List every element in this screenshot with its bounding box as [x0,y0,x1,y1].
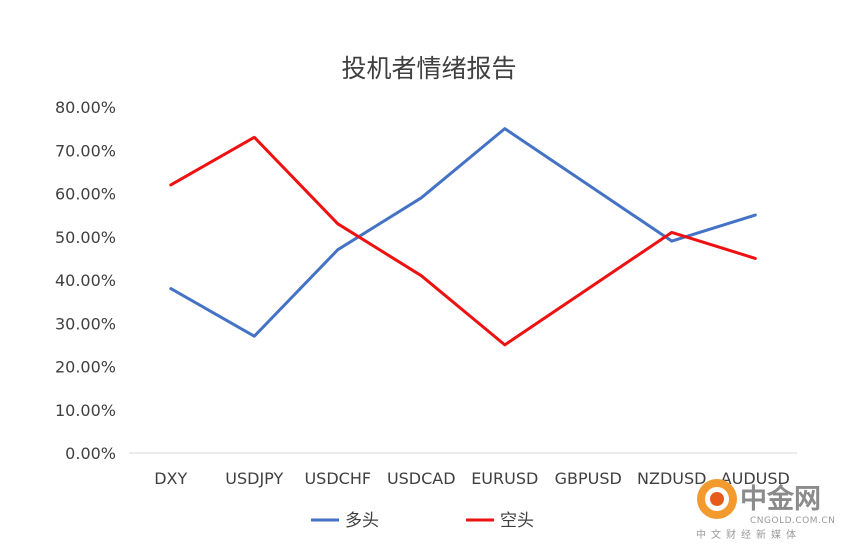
watermark-name: 中金网 [740,483,821,515]
series-line-0 [169,127,757,338]
y-tick-label: 50.00% [55,228,116,247]
y-tick-label: 30.00% [55,314,116,333]
x-tick-label: USDCHF [304,469,371,488]
series-lines [169,127,757,347]
series-line-1 [169,135,757,347]
watermark-tagline: 中文财经新媒体 [696,528,801,541]
x-axis-ticks: DXY USDJPY USDCHF USDCAD EURUSD GBPUSD NZDUSD A… [154,469,790,488]
x-tick-label: DXY [154,469,187,488]
x-tick-label: NZDUSD [637,469,706,488]
x-tick-label: USDJPY [225,469,283,488]
y-axis-ticks: 0.00% 10.00% 20.00% 30.00% 40.00% 50.00% 60.00… [55,98,116,463]
y-tick-label: 60.00% [55,185,116,204]
y-tick-label: 0.00% [65,444,116,463]
x-tick-label: AUDUSD [721,469,790,488]
y-tick-label: 40.00% [55,271,116,290]
x-tick-label: GBPUSD [555,469,622,488]
y-tick-label: 70.00% [55,141,116,160]
legend-label: 空头 [500,511,534,531]
y-tick-label: 10.00% [55,401,116,420]
legend: 多头 空头 [311,511,534,531]
y-tick-label: 20.00% [55,358,116,377]
legend-label: 多头 [345,511,379,531]
y-tick-label: 80.00% [55,98,116,117]
watermark-url: CNGOLD.COM.CN [750,516,835,526]
x-tick-label: EURUSD [471,469,538,488]
watermark: 中金网 CNGOLD.COM.CN 中文财经新媒体 [696,479,835,541]
x-tick-label: USDCAD [387,469,456,488]
chart-title: 投机者情绪报告 [341,54,516,83]
